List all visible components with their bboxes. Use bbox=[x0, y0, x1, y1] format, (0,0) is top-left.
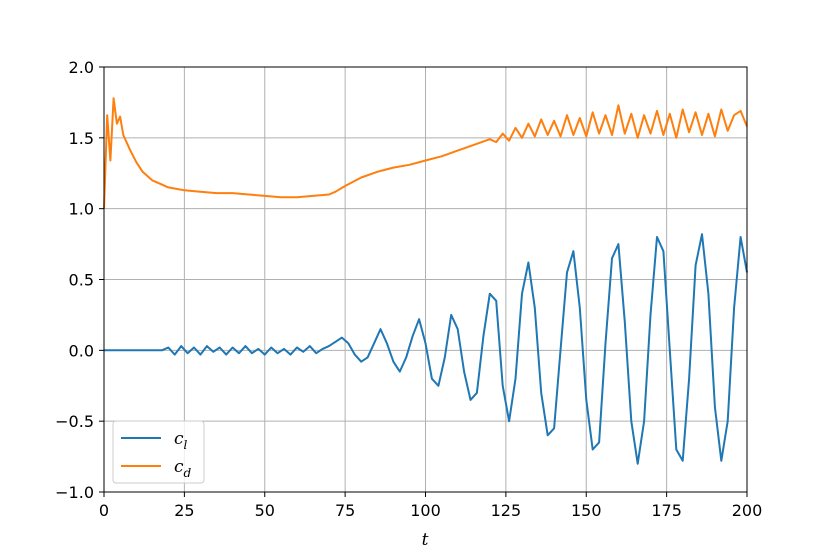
x-tick-label: 50 bbox=[255, 501, 275, 520]
series-line-cl bbox=[104, 233, 748, 465]
x-tick-label: 75 bbox=[335, 501, 355, 520]
x-tick-label: 0 bbox=[99, 501, 109, 520]
legend-label-cd: cd bbox=[174, 457, 192, 480]
legend-box bbox=[112, 420, 205, 484]
y-tick-label: 0.0 bbox=[69, 341, 94, 360]
y-tick-label: −1.0 bbox=[55, 483, 94, 502]
x-tick-label: 25 bbox=[174, 501, 194, 520]
series-lines bbox=[103, 97, 748, 465]
x-tick-label: 200 bbox=[732, 501, 763, 520]
series-line-cd bbox=[103, 97, 748, 209]
legend-label-cl: cl bbox=[174, 429, 188, 452]
y-axis-ticks: −1.0 −0.5 0.0 0.5 1.0 1.5 2.0 bbox=[55, 58, 104, 502]
legend: cl cd bbox=[112, 420, 205, 484]
x-tick-label: 125 bbox=[491, 501, 522, 520]
x-tick-label: 175 bbox=[651, 501, 682, 520]
x-tick-label: 100 bbox=[410, 501, 441, 520]
x-axis-label: t bbox=[422, 530, 429, 550]
y-tick-label: 1.5 bbox=[69, 129, 94, 148]
y-tick-label: 0.5 bbox=[69, 271, 94, 290]
x-axis-ticks: 0 25 50 75 100 125 150 175 200 bbox=[99, 492, 762, 520]
y-tick-label: −0.5 bbox=[55, 412, 94, 431]
y-tick-label: 2.0 bbox=[69, 58, 94, 77]
x-tick-label: 150 bbox=[571, 501, 602, 520]
y-tick-label: 1.0 bbox=[69, 200, 94, 219]
